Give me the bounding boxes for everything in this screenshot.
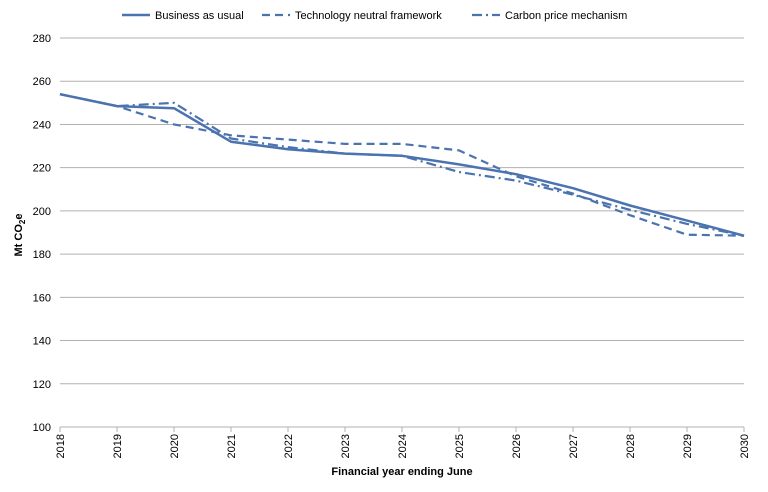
x-tick-label: 2023 <box>340 434 352 458</box>
x-tick-label: 2028 <box>625 434 637 458</box>
y-tick-label: 160 <box>33 292 51 304</box>
legend-label: Business as usual <box>155 10 244 22</box>
y-axis-title: Mt CO2e <box>13 214 27 257</box>
x-tick-label: 2027 <box>568 434 580 458</box>
x-tick-label: 2029 <box>682 434 694 458</box>
x-tick-label: 2020 <box>169 434 181 458</box>
legend-label: Carbon price mechanism <box>505 10 627 22</box>
x-tick-label: 2030 <box>739 434 751 458</box>
y-tick-label: 120 <box>33 379 51 391</box>
x-tick-label: 2021 <box>226 434 238 458</box>
y-tick-label: 140 <box>33 336 51 348</box>
y-axis-title-subscript: 2 <box>18 219 27 224</box>
x-axis-title: Financial year ending June <box>331 466 472 478</box>
y-axis-title-tail: e <box>13 214 25 220</box>
x-tick-label: 2022 <box>283 434 295 458</box>
series-lines <box>59 92 745 237</box>
legend: Business as usual Technology neutral fram… <box>122 10 627 22</box>
y-tick-label: 280 <box>33 33 51 45</box>
x-tick-label: 2019 <box>112 434 124 458</box>
series-line-carbon-price-mechanism <box>59 93 745 237</box>
series-line-business-as-usual <box>59 92 745 237</box>
x-tick-label: 2018 <box>55 434 67 458</box>
series-line-technology-neutral-framework <box>59 93 745 237</box>
x-tick-labels: 2018 2019 2020 2021 2022 2023 2024 2025 2026 2027… <box>55 427 751 458</box>
y-tick-label: 260 <box>33 76 51 88</box>
grid-lines <box>60 37 744 428</box>
y-tick-label: 240 <box>33 119 51 131</box>
x-tick-label: 2026 <box>511 434 523 458</box>
y-tick-label: 100 <box>33 422 51 434</box>
y-tick-label: 220 <box>33 163 51 175</box>
y-tick-labels: 100 120 140 160 180 200 220 240 260 280 <box>33 33 51 434</box>
x-tick-label: 2025 <box>454 434 466 458</box>
y-tick-label: 180 <box>33 249 51 261</box>
legend-label: Technology neutral framework <box>295 10 442 22</box>
y-axis-title-main: Mt CO <box>13 224 25 257</box>
x-tick-label: 2024 <box>397 434 409 458</box>
y-tick-label: 200 <box>33 206 51 218</box>
